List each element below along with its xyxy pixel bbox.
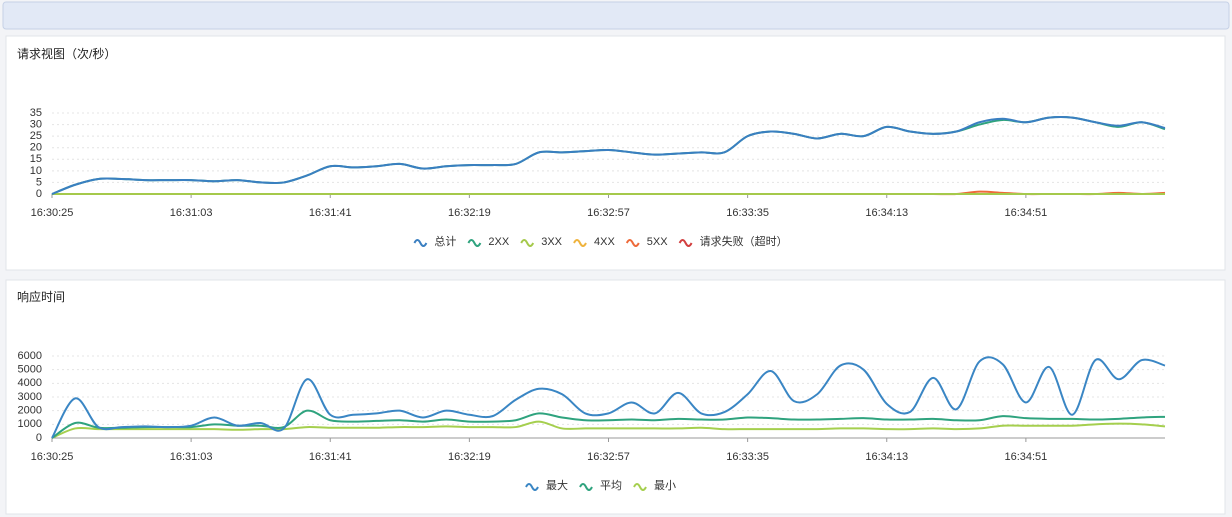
legend-icon [579,483,593,491]
legend-icon [520,239,535,247]
y-tick-label: 0 [36,432,42,444]
y-tick-label: 6000 [18,350,42,362]
y-tick-label: 3000 [18,391,42,403]
x-tick-label: 16:32:19 [448,207,491,219]
x-tick-label: 16:34:51 [1004,451,1047,463]
x-tick-label: 16:32:19 [448,451,491,463]
x-tick-label: 16:31:41 [309,451,352,463]
series-line [51,420,1166,439]
x-tick-label: 16:31:41 [309,207,352,219]
series-line [51,356,1166,439]
y-tick-label: 2000 [18,405,42,417]
legend-label: 最大 [546,478,568,492]
y-tick-label: 4000 [18,377,42,389]
y-tick-label: 20 [30,142,42,154]
x-tick-label: 16:31:03 [170,207,213,219]
y-tick-label: 25 [30,130,42,142]
x-tick-label: 16:32:57 [587,207,630,219]
x-tick-label: 16:33:35 [726,451,769,463]
series-line [51,116,1166,195]
y-tick-label: 5 [36,176,42,188]
legend-label: 3XX [541,236,562,248]
y-tick-label: 10 [30,165,42,177]
legend-icon [678,239,693,247]
panel [5,35,1226,271]
legend-label: 请求失败（超时） [700,234,788,248]
y-tick-label: 15 [30,153,42,165]
legend-icon [633,483,647,491]
y-tick-label: 35 [30,107,42,119]
x-tick-label: 16:30:25 [31,207,74,219]
y-tick-label: 30 [30,118,42,130]
legend-icon [525,483,539,491]
legend-label: 4XX [594,236,615,248]
x-tick-label: 16:33:35 [726,207,769,219]
legend-label: 5XX [647,236,668,248]
x-tick-label: 16:34:13 [865,451,908,463]
x-tick-label: 16:30:25 [31,451,74,463]
x-tick-label: 16:31:03 [170,451,213,463]
legend-icon [467,239,482,247]
y-tick-label: 5000 [18,364,42,376]
legend-icon [573,239,587,247]
legend-label: 2XX [488,236,509,248]
y-tick-label: 0 [36,188,42,200]
panel [5,279,1226,515]
legend-icon [413,239,428,247]
top-bar [2,1,1230,30]
x-tick-label: 16:34:51 [1004,207,1047,219]
legend-label: 最小 [654,479,676,492]
legend-icon [625,239,640,247]
chart-title: 响应时间 [17,289,65,304]
legend-label: 总计 [434,234,456,248]
chart-title: 请求视图（次/秒） [17,46,116,61]
x-tick-label: 16:32:57 [587,451,630,463]
legend-label: 平均 [600,479,622,492]
y-tick-label: 1000 [18,418,42,430]
x-tick-label: 16:34:13 [865,207,908,219]
